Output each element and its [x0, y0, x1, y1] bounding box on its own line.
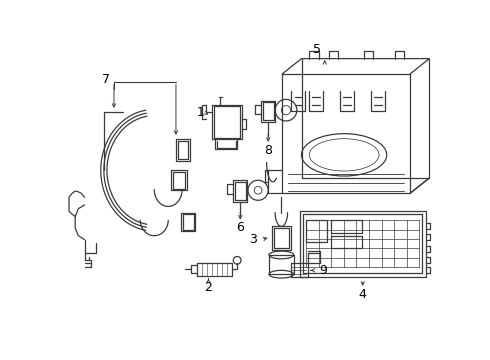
Text: 9: 9 — [319, 264, 327, 277]
Text: 6: 6 — [236, 221, 244, 234]
Text: 1: 1 — [197, 106, 205, 119]
Text: 5: 5 — [313, 43, 321, 56]
Text: 4: 4 — [359, 288, 367, 301]
Text: 8: 8 — [264, 144, 272, 157]
Text: 7: 7 — [102, 73, 110, 86]
Text: 3: 3 — [249, 233, 257, 246]
Text: 2: 2 — [204, 281, 213, 294]
